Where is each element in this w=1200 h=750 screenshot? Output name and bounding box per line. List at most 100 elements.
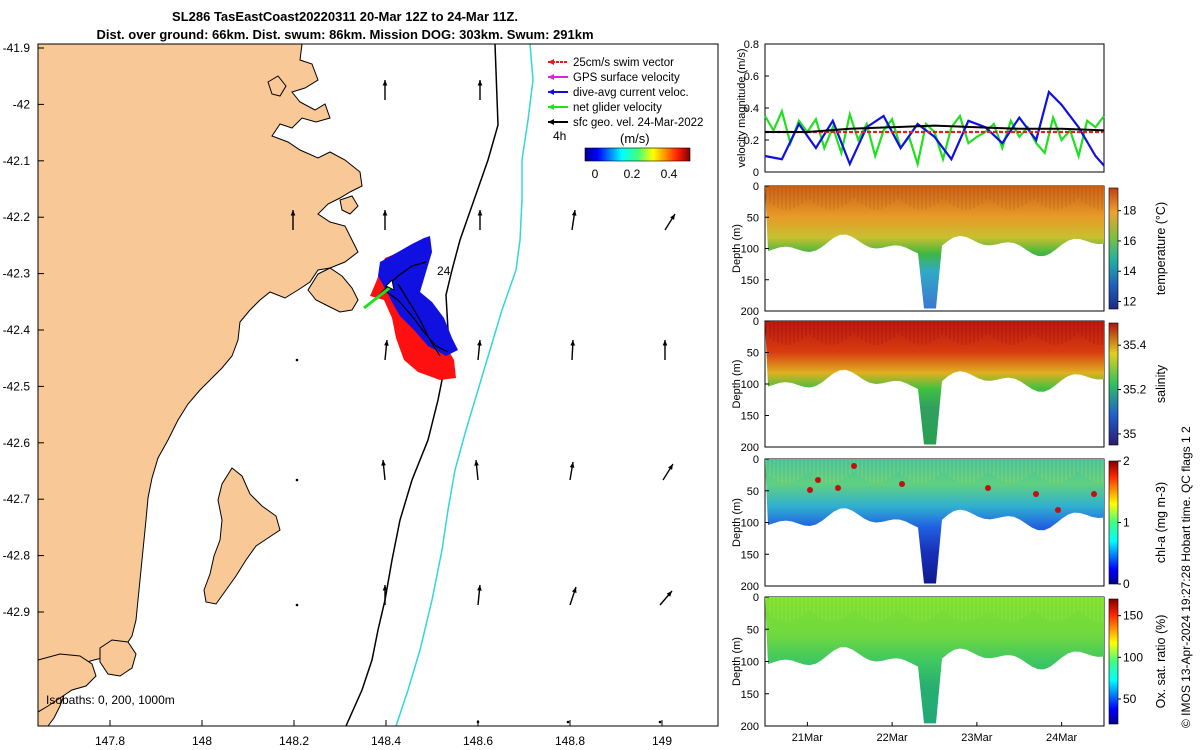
section-ytick-label: 0 [753, 592, 759, 604]
section-texture [769, 597, 771, 615]
section-texture [905, 459, 907, 478]
velocity-ytick-label: 0.6 [744, 71, 759, 83]
section-ytick-label: 50 [747, 486, 759, 498]
chl-hotspot [1055, 507, 1061, 513]
section-texture [769, 459, 771, 477]
section-texture [985, 321, 987, 336]
section-texture [941, 459, 943, 473]
section-texture [889, 597, 891, 617]
section-texture [821, 459, 823, 481]
colorbar-tick-0: 0 [592, 167, 599, 181]
section-texture [893, 321, 895, 338]
section-texture [1005, 597, 1007, 621]
section-texture [1033, 186, 1035, 200]
section-texture [901, 597, 903, 613]
section-texture [977, 597, 979, 618]
section-data [765, 186, 1104, 309]
velocity-series-line [765, 124, 1105, 133]
lon-tick-label: 149 [652, 734, 672, 748]
section-ytick-label: 0 [753, 454, 759, 466]
section-ytick-label: 200 [741, 306, 759, 318]
section-texture [801, 459, 803, 477]
colorbar-tick-label: 16 [1123, 234, 1137, 248]
colorbar-title: (m/s) [620, 131, 650, 146]
section-texture [913, 459, 915, 482]
section-texture [1017, 459, 1019, 482]
section-texture [825, 186, 827, 209]
geo-arrow-dot [295, 478, 299, 482]
section-ytick-label: 50 [747, 212, 759, 224]
section-texture [973, 186, 975, 208]
section-texture [1041, 459, 1043, 479]
title-line-2: Dist. over ground: 66km. Dist. swum: 86k… [96, 27, 594, 42]
section-texture [793, 186, 795, 209]
lat-tick-label: -42.4 [3, 323, 31, 337]
section-texture [1081, 321, 1083, 337]
section-texture [809, 321, 811, 335]
section-texture [1021, 321, 1023, 342]
geo-arrow-head [382, 585, 388, 591]
section-panel-temp: 0 50 100 150 200 Depth (m) 12 14 16 18 temperature… [731, 181, 1168, 318]
section-texture [889, 321, 891, 341]
section-texture [877, 186, 879, 210]
section-texture [861, 186, 863, 205]
geo-arrow-head [570, 340, 576, 346]
section-texture [861, 459, 863, 478]
section-texture [881, 459, 883, 483]
velocity-ytick-label: 0.2 [744, 135, 759, 147]
section-texture [809, 459, 811, 473]
section-texture [885, 186, 887, 208]
section-texture [1053, 186, 1055, 210]
section-texture [789, 459, 791, 483]
section-texture [893, 459, 895, 476]
section-texture [1057, 597, 1059, 622]
legend-arrowhead [548, 104, 554, 110]
section-texture [1009, 186, 1011, 210]
section-ytick-label: 200 [741, 721, 759, 733]
section-texture [1097, 321, 1099, 345]
section-texture [1001, 459, 1003, 482]
section-texture [1001, 597, 1003, 620]
section-texture [889, 459, 891, 479]
section-texture [769, 186, 771, 204]
colorbar-tick-label: 50 [1123, 692, 1137, 706]
section-ytick-label: 50 [747, 348, 759, 360]
section-texture [997, 459, 999, 479]
section-texture [885, 459, 887, 481]
section-texture [821, 186, 823, 208]
section-texture [933, 597, 935, 618]
section-texture [1013, 321, 1015, 345]
velocity-ytick-label: 0.4 [744, 103, 759, 115]
map-axis-ticks: 147.8 148 148.2 148.4 148.6 148.8 149 -41.9 -42 -… [3, 41, 673, 748]
colorbar-label: salinity [1154, 364, 1168, 403]
colorbar-tick-label: 35.4 [1123, 338, 1147, 352]
legend-arrowhead [548, 74, 554, 80]
section-texture [1085, 321, 1087, 340]
section-texture [945, 597, 947, 612]
chl-hotspot [1033, 491, 1039, 497]
section-texture [769, 321, 771, 339]
section-texture [809, 597, 811, 611]
section-texture [977, 459, 979, 480]
section-ylabel: Depth (m) [731, 637, 743, 686]
section-texture [1029, 186, 1031, 202]
chl-hotspot [807, 487, 813, 493]
section-texture [805, 459, 807, 474]
section-texture [997, 186, 999, 206]
section-texture [1005, 459, 1007, 483]
section-texture [845, 321, 847, 340]
section-texture [985, 459, 987, 474]
lon-tick-label: 148.6 [463, 734, 493, 748]
section-texture [1009, 597, 1011, 622]
section-texture [1005, 186, 1007, 210]
section-texture [777, 321, 779, 344]
section-ytick-label: 150 [741, 411, 759, 423]
section-texture [1057, 321, 1059, 345]
section-texture [905, 597, 907, 616]
section-texture [945, 321, 947, 336]
geo-arrow-head [477, 80, 483, 86]
section-ytick-label: 100 [741, 657, 759, 669]
track-end-marker [385, 278, 395, 291]
colorbar-tick-label: 100 [1123, 650, 1143, 664]
